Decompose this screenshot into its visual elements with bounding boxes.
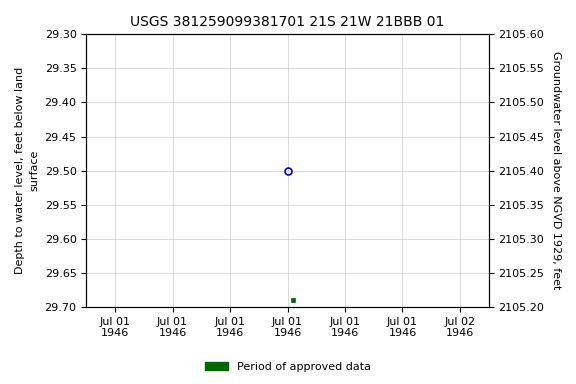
Y-axis label: Groundwater level above NGVD 1929, feet: Groundwater level above NGVD 1929, feet: [551, 51, 561, 290]
Y-axis label: Depth to water level, feet below land
surface: Depth to water level, feet below land su…: [15, 67, 39, 274]
Title: USGS 381259099381701 21S 21W 21BBB 01: USGS 381259099381701 21S 21W 21BBB 01: [130, 15, 445, 29]
Legend: Period of approved data: Period of approved data: [201, 358, 375, 377]
